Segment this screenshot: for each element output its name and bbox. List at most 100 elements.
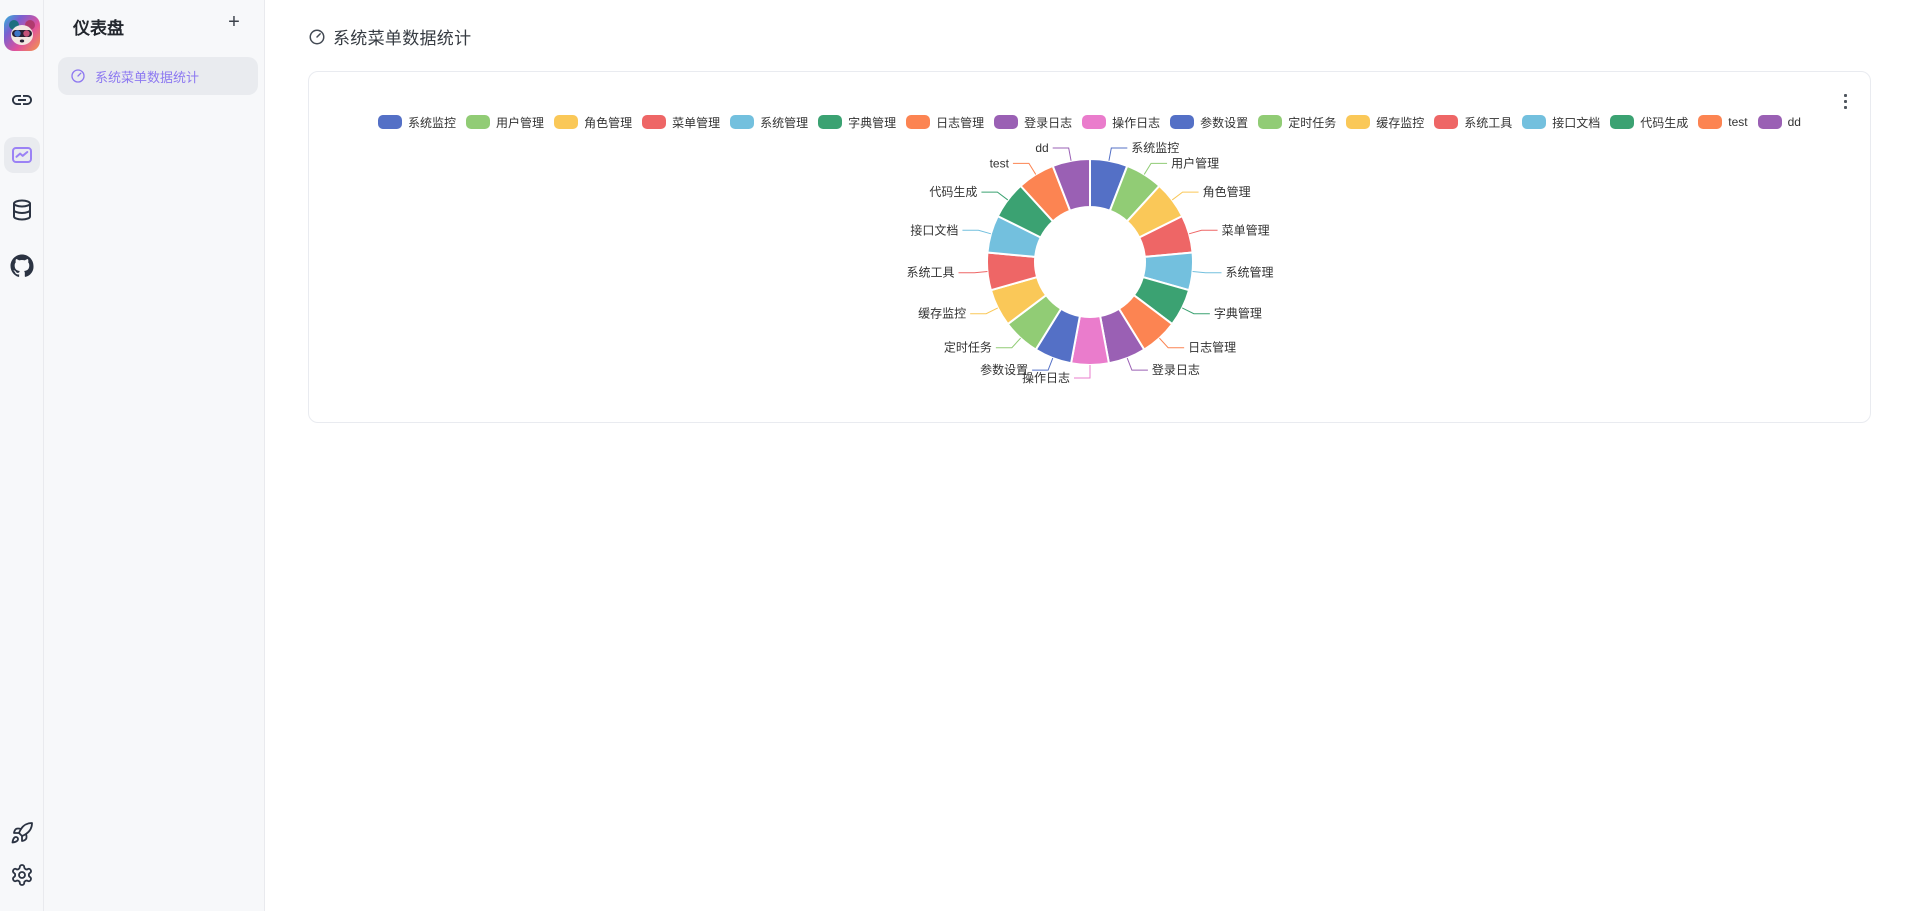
legend-label: 代码生成 bbox=[1640, 115, 1689, 130]
legend-label: dd bbox=[1787, 115, 1801, 129]
pie-label: dd bbox=[1035, 141, 1048, 155]
legend-label: 参数设置 bbox=[1200, 115, 1249, 130]
legend-item[interactable]: 角色管理 bbox=[554, 114, 632, 131]
pie-label-line bbox=[1171, 191, 1199, 201]
pie-label-line bbox=[981, 191, 1009, 201]
pie-label-line bbox=[1052, 147, 1072, 161]
sidebar-title: 仪表盘 bbox=[73, 19, 124, 38]
pie-label: 操作日志 bbox=[1022, 370, 1070, 385]
chart-card: 系统监控 用户管理 角色管理 菜单管理 系统管理 字典管理 日志管理 登录日志 操作日志 参数设置… bbox=[308, 71, 1871, 423]
legend-label: 日志管理 bbox=[936, 115, 985, 130]
pie-label-line bbox=[1012, 162, 1037, 175]
pie-label: 系统管理 bbox=[1226, 265, 1274, 280]
legend-label: 用户管理 bbox=[496, 115, 545, 130]
legend-label: 缓存监控 bbox=[1376, 115, 1425, 130]
pie-label: 角色管理 bbox=[1203, 184, 1251, 199]
legend-label: 操作日志 bbox=[1112, 115, 1161, 130]
pie-label: 系统工具 bbox=[906, 266, 954, 280]
dashboard-sidebar: 仪表盘 + 系统菜单数据统计 bbox=[44, 0, 265, 911]
chart-frame-icon bbox=[12, 147, 32, 163]
pie-label: 缓存监控 bbox=[918, 307, 966, 321]
legend-label: test bbox=[1728, 115, 1748, 129]
legend-swatch-icon bbox=[1522, 115, 1547, 129]
legend-swatch-icon bbox=[466, 115, 491, 129]
pie-label: 接口文档 bbox=[910, 222, 958, 237]
legend-item[interactable]: 代码生成 bbox=[1610, 114, 1688, 131]
legend-swatch-icon bbox=[1346, 115, 1371, 129]
sidebar-item-links[interactable] bbox=[4, 82, 40, 118]
sidebar-item-dashboards[interactable] bbox=[4, 137, 40, 173]
legend-item[interactable]: 系统工具 bbox=[1434, 114, 1512, 131]
legend-swatch-icon bbox=[1698, 115, 1723, 129]
legend-label: 接口文档 bbox=[1552, 115, 1601, 130]
legend-item[interactable]: 登录日志 bbox=[994, 114, 1072, 131]
sidebar-item-menu-stats[interactable]: 系统菜单数据统计 bbox=[58, 57, 258, 95]
rocket-icon bbox=[11, 822, 33, 844]
legend-label: 系统管理 bbox=[760, 115, 809, 130]
add-dashboard-button[interactable]: + bbox=[222, 10, 246, 34]
page-title: 系统菜单数据统计 bbox=[333, 29, 472, 48]
legend-label: 系统工具 bbox=[1464, 115, 1513, 130]
pie-label: 参数设置 bbox=[980, 362, 1028, 377]
legend-swatch-icon bbox=[1434, 115, 1459, 129]
main-content: 系统菜单数据统计 系统监控 用户管理 角色管理 菜单管理 系统管理 字典管理 日志管理 登录日… bbox=[266, 0, 1911, 911]
gauge-icon bbox=[309, 29, 325, 44]
pie-label: 菜单管理 bbox=[1222, 222, 1270, 237]
legend-item[interactable]: dd bbox=[1757, 115, 1801, 129]
legend-item[interactable]: 菜单管理 bbox=[642, 114, 720, 131]
legend-item[interactable]: 接口文档 bbox=[1522, 114, 1600, 131]
legend-item[interactable]: 缓存监控 bbox=[1346, 114, 1424, 131]
sidebar-item-github[interactable] bbox=[4, 248, 40, 284]
pie-label-line bbox=[1126, 357, 1148, 371]
legend-swatch-icon bbox=[994, 115, 1019, 129]
sidebar-header: 仪表盘 + bbox=[44, 0, 264, 52]
page-header: 系统菜单数据统计 bbox=[308, 24, 471, 49]
pie-label-line bbox=[1074, 365, 1091, 379]
pie-label-line bbox=[962, 229, 992, 235]
legend-label: 登录日志 bbox=[1024, 115, 1073, 130]
legend-item[interactable]: 系统监控 bbox=[378, 114, 456, 131]
legend-swatch-icon bbox=[730, 115, 755, 129]
pie-label: 日志管理 bbox=[1188, 340, 1236, 355]
legend-label: 系统监控 bbox=[408, 115, 457, 130]
pie-label: 登录日志 bbox=[1152, 362, 1200, 377]
app-logo[interactable] bbox=[4, 15, 40, 51]
legend-label: 字典管理 bbox=[848, 115, 897, 130]
legend-item[interactable]: 字典管理 bbox=[818, 114, 896, 131]
pie-label-line bbox=[958, 271, 988, 274]
legend-label: 角色管理 bbox=[584, 115, 633, 130]
pie-label-line bbox=[1181, 307, 1210, 315]
legend-item[interactable]: 日志管理 bbox=[906, 114, 984, 131]
pie-label-line bbox=[995, 337, 1021, 349]
legend-swatch-icon bbox=[1170, 115, 1195, 129]
pie-label-line bbox=[970, 307, 999, 315]
sidebar-item-datasources[interactable] bbox=[4, 192, 40, 228]
settings-button[interactable] bbox=[4, 857, 40, 893]
pie-label: 定时任务 bbox=[944, 340, 992, 355]
legend-item[interactable]: 定时任务 bbox=[1258, 114, 1336, 131]
sidebar-item-label: 系统菜单数据统计 bbox=[95, 69, 200, 85]
pie-label: 代码生成 bbox=[929, 185, 977, 199]
rocket-launch-button[interactable] bbox=[4, 815, 40, 851]
legend-swatch-icon bbox=[1258, 115, 1283, 129]
legend-swatch-icon bbox=[906, 115, 931, 129]
pie-label: 字典管理 bbox=[1214, 306, 1262, 321]
legend-item[interactable]: 系统管理 bbox=[730, 114, 808, 131]
pie-label: 用户管理 bbox=[1171, 155, 1219, 170]
pie-label-line bbox=[1143, 162, 1168, 175]
legend-swatch-icon bbox=[1082, 115, 1107, 129]
icon-rail bbox=[0, 0, 44, 911]
legend-item[interactable]: test bbox=[1698, 115, 1748, 129]
chart-legend: 系统监控 用户管理 角色管理 菜单管理 系统管理 字典管理 日志管理 登录日志 操作日志 参数设置… bbox=[309, 113, 1870, 131]
gauge-icon bbox=[71, 69, 85, 83]
legend-item[interactable]: 操作日志 bbox=[1082, 114, 1160, 131]
link-icon bbox=[12, 95, 32, 105]
pie-slice[interactable] bbox=[1051, 158, 1091, 212]
pie-label: 系统监控 bbox=[1131, 141, 1179, 155]
legend-swatch-icon bbox=[378, 115, 403, 129]
legend-item[interactable]: 参数设置 bbox=[1170, 114, 1248, 131]
kebab-menu-icon[interactable] bbox=[1834, 88, 1856, 114]
pie-label: test bbox=[990, 156, 1010, 170]
legend-item[interactable]: 用户管理 bbox=[466, 114, 544, 131]
database-icon bbox=[13, 199, 31, 221]
